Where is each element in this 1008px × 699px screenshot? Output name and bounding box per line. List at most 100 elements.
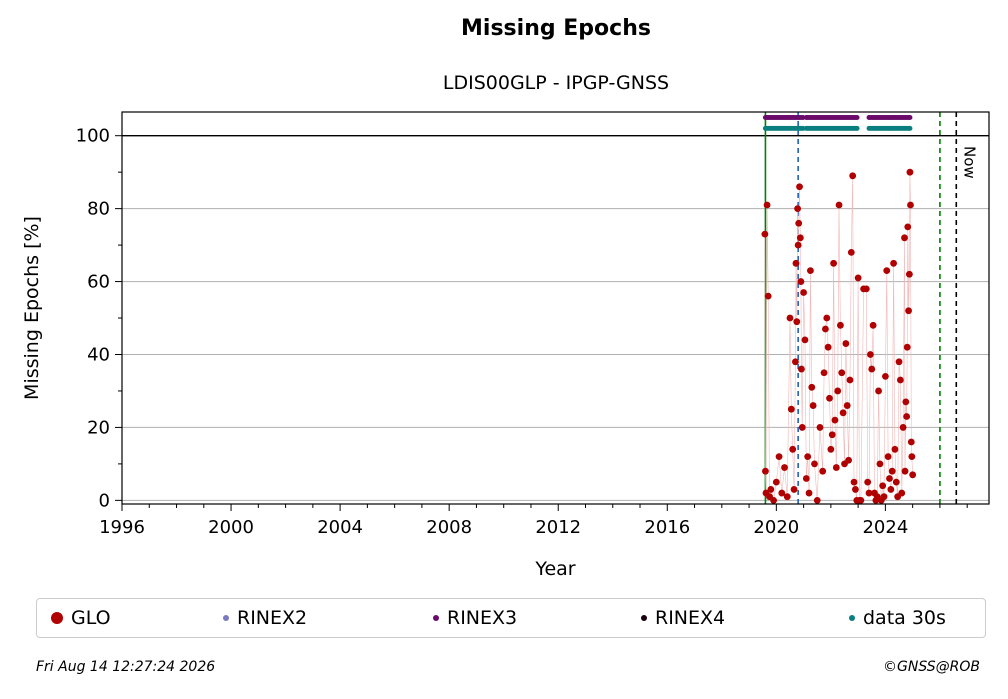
footer-timestamp: Fri Aug 14 12:27:24 2026 [36, 659, 216, 675]
x-tick-label: 2020 [753, 517, 799, 538]
data-point-glo [786, 314, 794, 322]
data-point-glo [852, 486, 859, 493]
series-line-glo [764, 172, 913, 502]
y-tick-label: 100 [76, 126, 110, 147]
x-axis-label: Year [534, 558, 575, 580]
data-point-glo [907, 438, 915, 446]
availability-point-data-30s [854, 125, 860, 131]
x-tick-label: 2024 [862, 517, 908, 538]
data-point-glo [847, 248, 855, 256]
data-point-glo [826, 394, 833, 402]
data-point-glo [796, 234, 804, 242]
data-point-glo [798, 424, 806, 431]
y-tick-label: 80 [87, 199, 110, 220]
data-point-glo [770, 496, 778, 504]
x-tick-label: 2008 [426, 517, 472, 538]
y-tick-label: 60 [87, 272, 110, 293]
availability-point-data-30s [907, 125, 913, 131]
data-point-glo [854, 274, 862, 282]
data-point-glo [775, 453, 783, 460]
data-point-glo [906, 168, 914, 176]
data-point-glo [792, 358, 799, 366]
data-point-glo [827, 445, 835, 453]
data-point-glo [820, 369, 828, 377]
data-point-glo [892, 478, 900, 486]
chart-legend: GLO RINEX2 RINEX3 RINEX4 data 30s [36, 598, 986, 638]
data-point-glo [883, 267, 891, 275]
data-point-glo [834, 387, 842, 395]
data-point-glo [787, 405, 795, 413]
legend-item-rinex4: RINEX4 [641, 599, 725, 637]
data-point-glo [845, 456, 852, 464]
data-point-glo [832, 464, 840, 471]
data-point-glo [835, 201, 843, 209]
legend-marker-data-30s [849, 615, 855, 621]
data-point-glo [868, 365, 876, 373]
legend-label-rinex4: RINEX4 [655, 607, 726, 629]
data-point-glo [880, 493, 888, 501]
data-point-glo [862, 285, 870, 293]
data-point-glo [876, 460, 884, 468]
data-point-glo [781, 464, 788, 471]
data-point-glo [905, 270, 913, 278]
legend-marker-glo [51, 612, 63, 624]
data-point-glo [824, 343, 832, 351]
data-point-glo [800, 289, 808, 296]
data-point-glo [843, 402, 851, 409]
data-point-glo [798, 365, 805, 373]
data-point-glo [797, 278, 805, 285]
data-point-glo [831, 416, 839, 424]
footer-credit: ©GNSS@ROB [883, 659, 980, 675]
data-point-glo [896, 376, 904, 384]
data-point-glo [790, 486, 798, 493]
data-point-glo [823, 314, 831, 322]
data-point-glo [767, 486, 775, 493]
data-point-glo [864, 478, 872, 486]
data-point-glo [819, 467, 827, 475]
marker-label-now: Now [960, 146, 978, 179]
data-point-glo [902, 398, 910, 406]
data-point-glo [838, 369, 846, 377]
data-point-glo [903, 343, 911, 351]
x-tick-label: 2016 [644, 517, 690, 538]
data-point-glo [903, 413, 911, 420]
data-point-glo [792, 259, 800, 267]
legend-marker-rinex2 [223, 615, 229, 621]
legend-item-data-30s: data 30s [849, 599, 946, 637]
chart-title: Missing Epochs [461, 16, 651, 41]
legend-item-rinex3: RINEX3 [433, 599, 517, 637]
legend-item-glo: GLO [51, 599, 111, 637]
x-tick-label: 1996 [99, 517, 145, 538]
data-point-glo [909, 471, 917, 479]
x-tick-label: 2000 [208, 517, 254, 538]
data-point-glo [830, 259, 837, 267]
availability-point-rinex3 [854, 114, 860, 120]
availability-point-rinex3 [907, 114, 913, 120]
legend-label-glo: GLO [71, 607, 111, 629]
x-tick-label: 2004 [317, 517, 363, 538]
data-point-glo [895, 358, 903, 366]
data-point-glo [884, 453, 892, 460]
y-tick-label: 0 [99, 490, 110, 511]
data-point-glo [809, 402, 817, 409]
data-point-glo [804, 453, 812, 460]
data-point-glo [898, 489, 906, 497]
data-point-glo [762, 467, 769, 475]
legend-marker-rinex3 [433, 615, 439, 621]
data-point-glo [879, 482, 887, 490]
data-point-glo [881, 372, 889, 380]
data-point-glo [794, 205, 802, 213]
data-point-glo [867, 351, 874, 358]
data-point-glo [772, 478, 780, 486]
data-point-glo [887, 486, 895, 493]
data-point-glo [802, 475, 810, 482]
data-point-glo [849, 172, 857, 180]
data-point-glo [813, 496, 821, 504]
y-tick-label: 20 [87, 417, 110, 438]
data-point-glo [839, 409, 847, 417]
plot-frame [121, 111, 990, 505]
data-point-glo [811, 460, 818, 468]
x-tick-label: 2012 [535, 517, 581, 538]
data-point-glo [796, 183, 803, 191]
